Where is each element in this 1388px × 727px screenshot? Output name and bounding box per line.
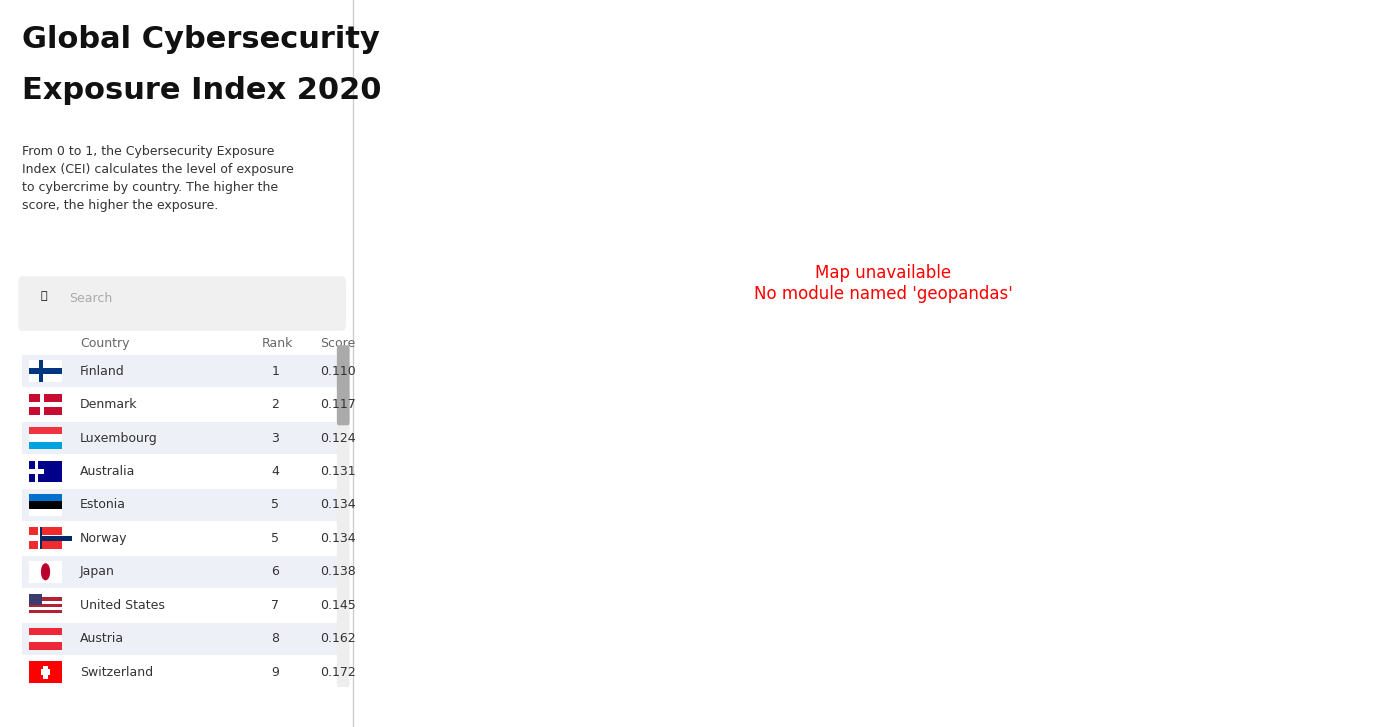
Text: 8: 8: [271, 632, 279, 645]
Text: 0.134: 0.134: [321, 499, 357, 511]
Text: 6: 6: [271, 566, 279, 578]
Bar: [29, 528, 62, 550]
Text: Country: Country: [81, 337, 129, 350]
Text: 0.138: 0.138: [321, 566, 357, 578]
Bar: [29, 402, 62, 408]
Bar: [29, 628, 62, 635]
Text: Score: Score: [321, 337, 355, 350]
Bar: [29, 595, 62, 598]
Text: Luxembourg: Luxembourg: [81, 432, 158, 444]
Bar: [29, 509, 62, 516]
Bar: [29, 536, 62, 542]
Bar: [39, 528, 42, 550]
Text: Australia: Australia: [81, 465, 136, 478]
Bar: [29, 461, 62, 483]
Text: Estonia: Estonia: [81, 499, 126, 511]
Bar: [40, 537, 72, 541]
Bar: [29, 643, 62, 650]
FancyBboxPatch shape: [22, 623, 339, 655]
Text: 🔍: 🔍: [40, 291, 47, 301]
Text: 0.117: 0.117: [321, 398, 357, 411]
Bar: [35, 461, 37, 483]
Bar: [43, 666, 49, 679]
Text: 2: 2: [271, 398, 279, 411]
FancyBboxPatch shape: [22, 422, 339, 454]
Text: 0.131: 0.131: [321, 465, 357, 478]
Bar: [40, 528, 42, 550]
Text: 5: 5: [271, 499, 279, 511]
FancyBboxPatch shape: [18, 276, 346, 331]
Text: Global Cybersecurity: Global Cybersecurity: [22, 25, 380, 55]
Text: Austria: Austria: [81, 632, 125, 645]
Text: 7: 7: [271, 599, 279, 611]
Bar: [29, 595, 62, 616]
Bar: [29, 361, 62, 382]
Text: Japan: Japan: [81, 566, 115, 578]
Bar: [40, 669, 50, 675]
Text: United States: United States: [81, 599, 165, 611]
Bar: [29, 494, 62, 502]
Text: 3: 3: [271, 432, 279, 444]
Text: 0.145: 0.145: [321, 599, 357, 611]
Text: 1: 1: [271, 365, 279, 377]
Text: Norway: Norway: [81, 532, 128, 545]
Text: 4: 4: [271, 465, 279, 478]
Bar: [29, 427, 62, 435]
Bar: [29, 607, 62, 610]
Bar: [39, 361, 43, 382]
Text: Denmark: Denmark: [81, 398, 137, 411]
Circle shape: [42, 564, 50, 579]
FancyBboxPatch shape: [337, 345, 350, 425]
Text: Switzerland: Switzerland: [81, 666, 153, 678]
Bar: [29, 369, 62, 374]
Text: 5: 5: [271, 532, 279, 545]
FancyBboxPatch shape: [22, 489, 339, 521]
Bar: [29, 662, 62, 683]
Text: Exposure Index 2020: Exposure Index 2020: [22, 76, 382, 105]
Text: 0.172: 0.172: [321, 666, 357, 678]
Bar: [29, 502, 62, 509]
Bar: [29, 435, 62, 442]
FancyBboxPatch shape: [22, 556, 339, 588]
FancyBboxPatch shape: [337, 345, 350, 687]
Bar: [29, 613, 62, 616]
Text: 0.134: 0.134: [321, 532, 357, 545]
Text: 0.124: 0.124: [321, 432, 357, 444]
Text: 0.110: 0.110: [321, 365, 357, 377]
Text: 0.162: 0.162: [321, 632, 357, 645]
Bar: [29, 561, 62, 583]
Text: Map unavailable
No module named 'geopandas': Map unavailable No module named 'geopand…: [754, 264, 1012, 303]
Text: Search: Search: [69, 292, 112, 305]
Text: From 0 to 1, the Cybersecurity Exposure
Index (CEI) calculates the level of expo: From 0 to 1, the Cybersecurity Exposure …: [22, 145, 294, 212]
Bar: [29, 394, 62, 416]
Bar: [29, 442, 62, 449]
Bar: [40, 394, 43, 416]
Bar: [29, 470, 44, 474]
Text: Rank: Rank: [262, 337, 294, 350]
Bar: [29, 601, 62, 603]
Bar: [29, 635, 62, 643]
FancyBboxPatch shape: [22, 356, 339, 387]
Bar: [29, 595, 42, 606]
Text: 9: 9: [271, 666, 279, 678]
Text: Finland: Finland: [81, 365, 125, 377]
